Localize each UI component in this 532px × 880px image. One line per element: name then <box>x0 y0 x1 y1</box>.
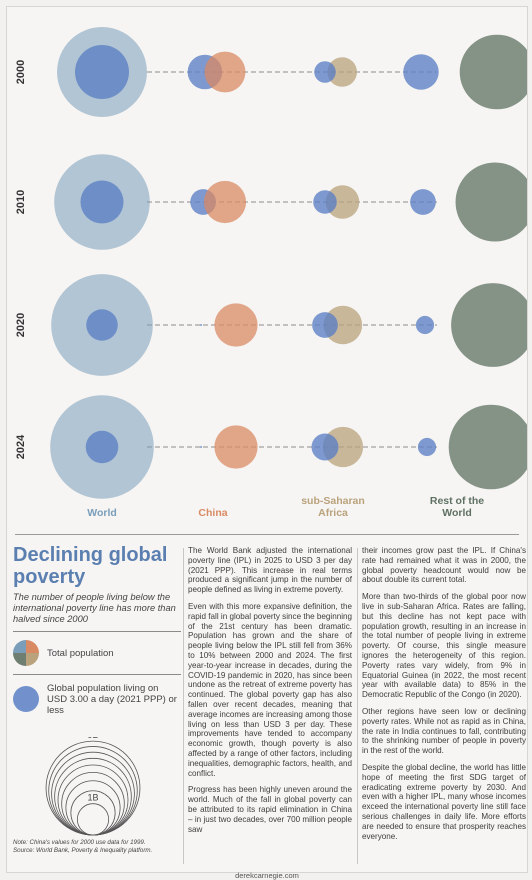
year-label-2024: 2024 <box>15 434 27 459</box>
col2-paragraph-1: their incomes grow past the IPL. If Chin… <box>362 546 526 585</box>
source-text: Source: World Bank, Poverty & Inequality… <box>13 846 153 854</box>
region-label-rest-of-the-world-0: Rest of the <box>430 495 484 507</box>
bubble-poverty-rest-of-the-world-2000 <box>403 54 439 90</box>
bubble-total-china-2010 <box>203 180 247 224</box>
bubble-poverty-rest-of-the-world-2024 <box>417 437 437 457</box>
bubble-poverty-china-2024 <box>200 446 202 448</box>
legend-total-label: Total population <box>47 647 114 659</box>
col2-paragraph-4: Despite the global decline, the world ha… <box>362 762 526 841</box>
size-legend: 9B 1B <box>45 737 141 836</box>
bubble-poverty-world-2020 <box>86 309 118 341</box>
footnote: Note: China's values for 2000 use data f… <box>13 839 152 854</box>
legend-total-population: Total population <box>13 640 181 666</box>
bubble-poverty-china-2020 <box>200 324 202 326</box>
bubble-poverty-rest-of-the-world-2010 <box>410 189 436 215</box>
bubble-total-rest-of-the-world-2010 <box>455 162 527 242</box>
year-label-2000: 2000 <box>15 60 27 84</box>
col1-paragraph-1: The World Bank adjusted the internationa… <box>188 546 352 595</box>
infographic-page: 2000 2010 2020 2024 World China sub-Saharan Afr… <box>6 6 528 880</box>
bubble-chart: 2000 2010 2020 2024 World China sub-SaharanAfr… <box>15 27 527 519</box>
page-title: Declining global poverty <box>13 544 168 588</box>
year-label-2020: 2020 <box>15 313 27 337</box>
region-label-china-0: China <box>198 507 227 519</box>
note-text: Note: China's values for 2000 use data f… <box>13 839 146 846</box>
col1-paragraph-2: Even with this more expansive definition… <box>188 601 352 778</box>
bubble-total-sub-saharan-africa-2000 <box>327 57 357 87</box>
footer-credit: derekcarnegie.com <box>235 871 299 880</box>
body-column-1: The World Bank adjusted the internationa… <box>188 546 352 834</box>
legend-rule-2 <box>13 674 181 675</box>
bubble-poverty-rest-of-the-world-2020 <box>415 315 435 335</box>
legend-poverty-label: Global population living on USD 3.00 a d… <box>47 683 177 716</box>
bubble-total-sub-saharan-africa-2010 <box>325 185 360 219</box>
bubble-total-china-2000 <box>204 51 246 93</box>
col1-paragraph-3: Progress has been highly uneven around t… <box>188 785 352 834</box>
bubble-total-china-2020 <box>214 303 258 347</box>
legend-rule <box>13 631 181 632</box>
poverty-population-icon <box>13 686 39 712</box>
column-rule-2 <box>357 548 358 864</box>
left-panel: Declining global poverty The number of p… <box>13 544 181 864</box>
bubble-total-china-2024 <box>214 425 258 469</box>
bubble-poverty-sub-saharan-africa-2020 <box>312 312 338 338</box>
section-divider <box>15 534 519 535</box>
column-rule-1 <box>183 548 184 864</box>
bubble-total-rest-of-the-world-2000 <box>459 34 527 110</box>
size-legend-label-9b: 9B <box>87 737 98 740</box>
bubble-poverty-sub-saharan-africa-2024 <box>311 433 339 461</box>
legend-poverty-population: Global population living on USD 3.00 a d… <box>13 683 181 716</box>
page-subtitle: The number of people living below the in… <box>13 592 176 624</box>
year-label-2010: 2010 <box>15 190 27 214</box>
bubble-poverty-world-2000 <box>75 45 129 99</box>
body-column-2: their incomes grow past the IPL. If Chin… <box>362 546 526 841</box>
size-legend-ring-3b <box>65 780 121 836</box>
bubble-poverty-world-2024 <box>85 430 119 464</box>
total-population-icon <box>13 640 39 666</box>
bubble-poverty-world-2010 <box>80 180 124 224</box>
region-label-world-0: World <box>87 507 117 519</box>
size-legend-label-1b: 1B <box>87 793 98 803</box>
region-label-rest-of-the-world-1: World <box>442 507 472 519</box>
bubble-total-rest-of-the-world-2024 <box>448 404 527 490</box>
bubble-poverty-sub-saharan-africa-2010 <box>313 190 337 214</box>
col2-paragraph-3: Other regions have seen low or declining… <box>362 706 526 756</box>
size-legend-ring-1b <box>76 803 110 836</box>
bubble-poverty-sub-saharan-africa-2000 <box>314 61 336 83</box>
region-label-sub-saharan-africa-1: Africa <box>318 507 348 519</box>
region-label-sub-saharan-africa-0: sub-Saharan <box>301 495 365 507</box>
bubble-total-rest-of-the-world-2020 <box>451 283 527 367</box>
col2-paragraph-2: More than two-thirds of the global poor … <box>362 592 526 700</box>
